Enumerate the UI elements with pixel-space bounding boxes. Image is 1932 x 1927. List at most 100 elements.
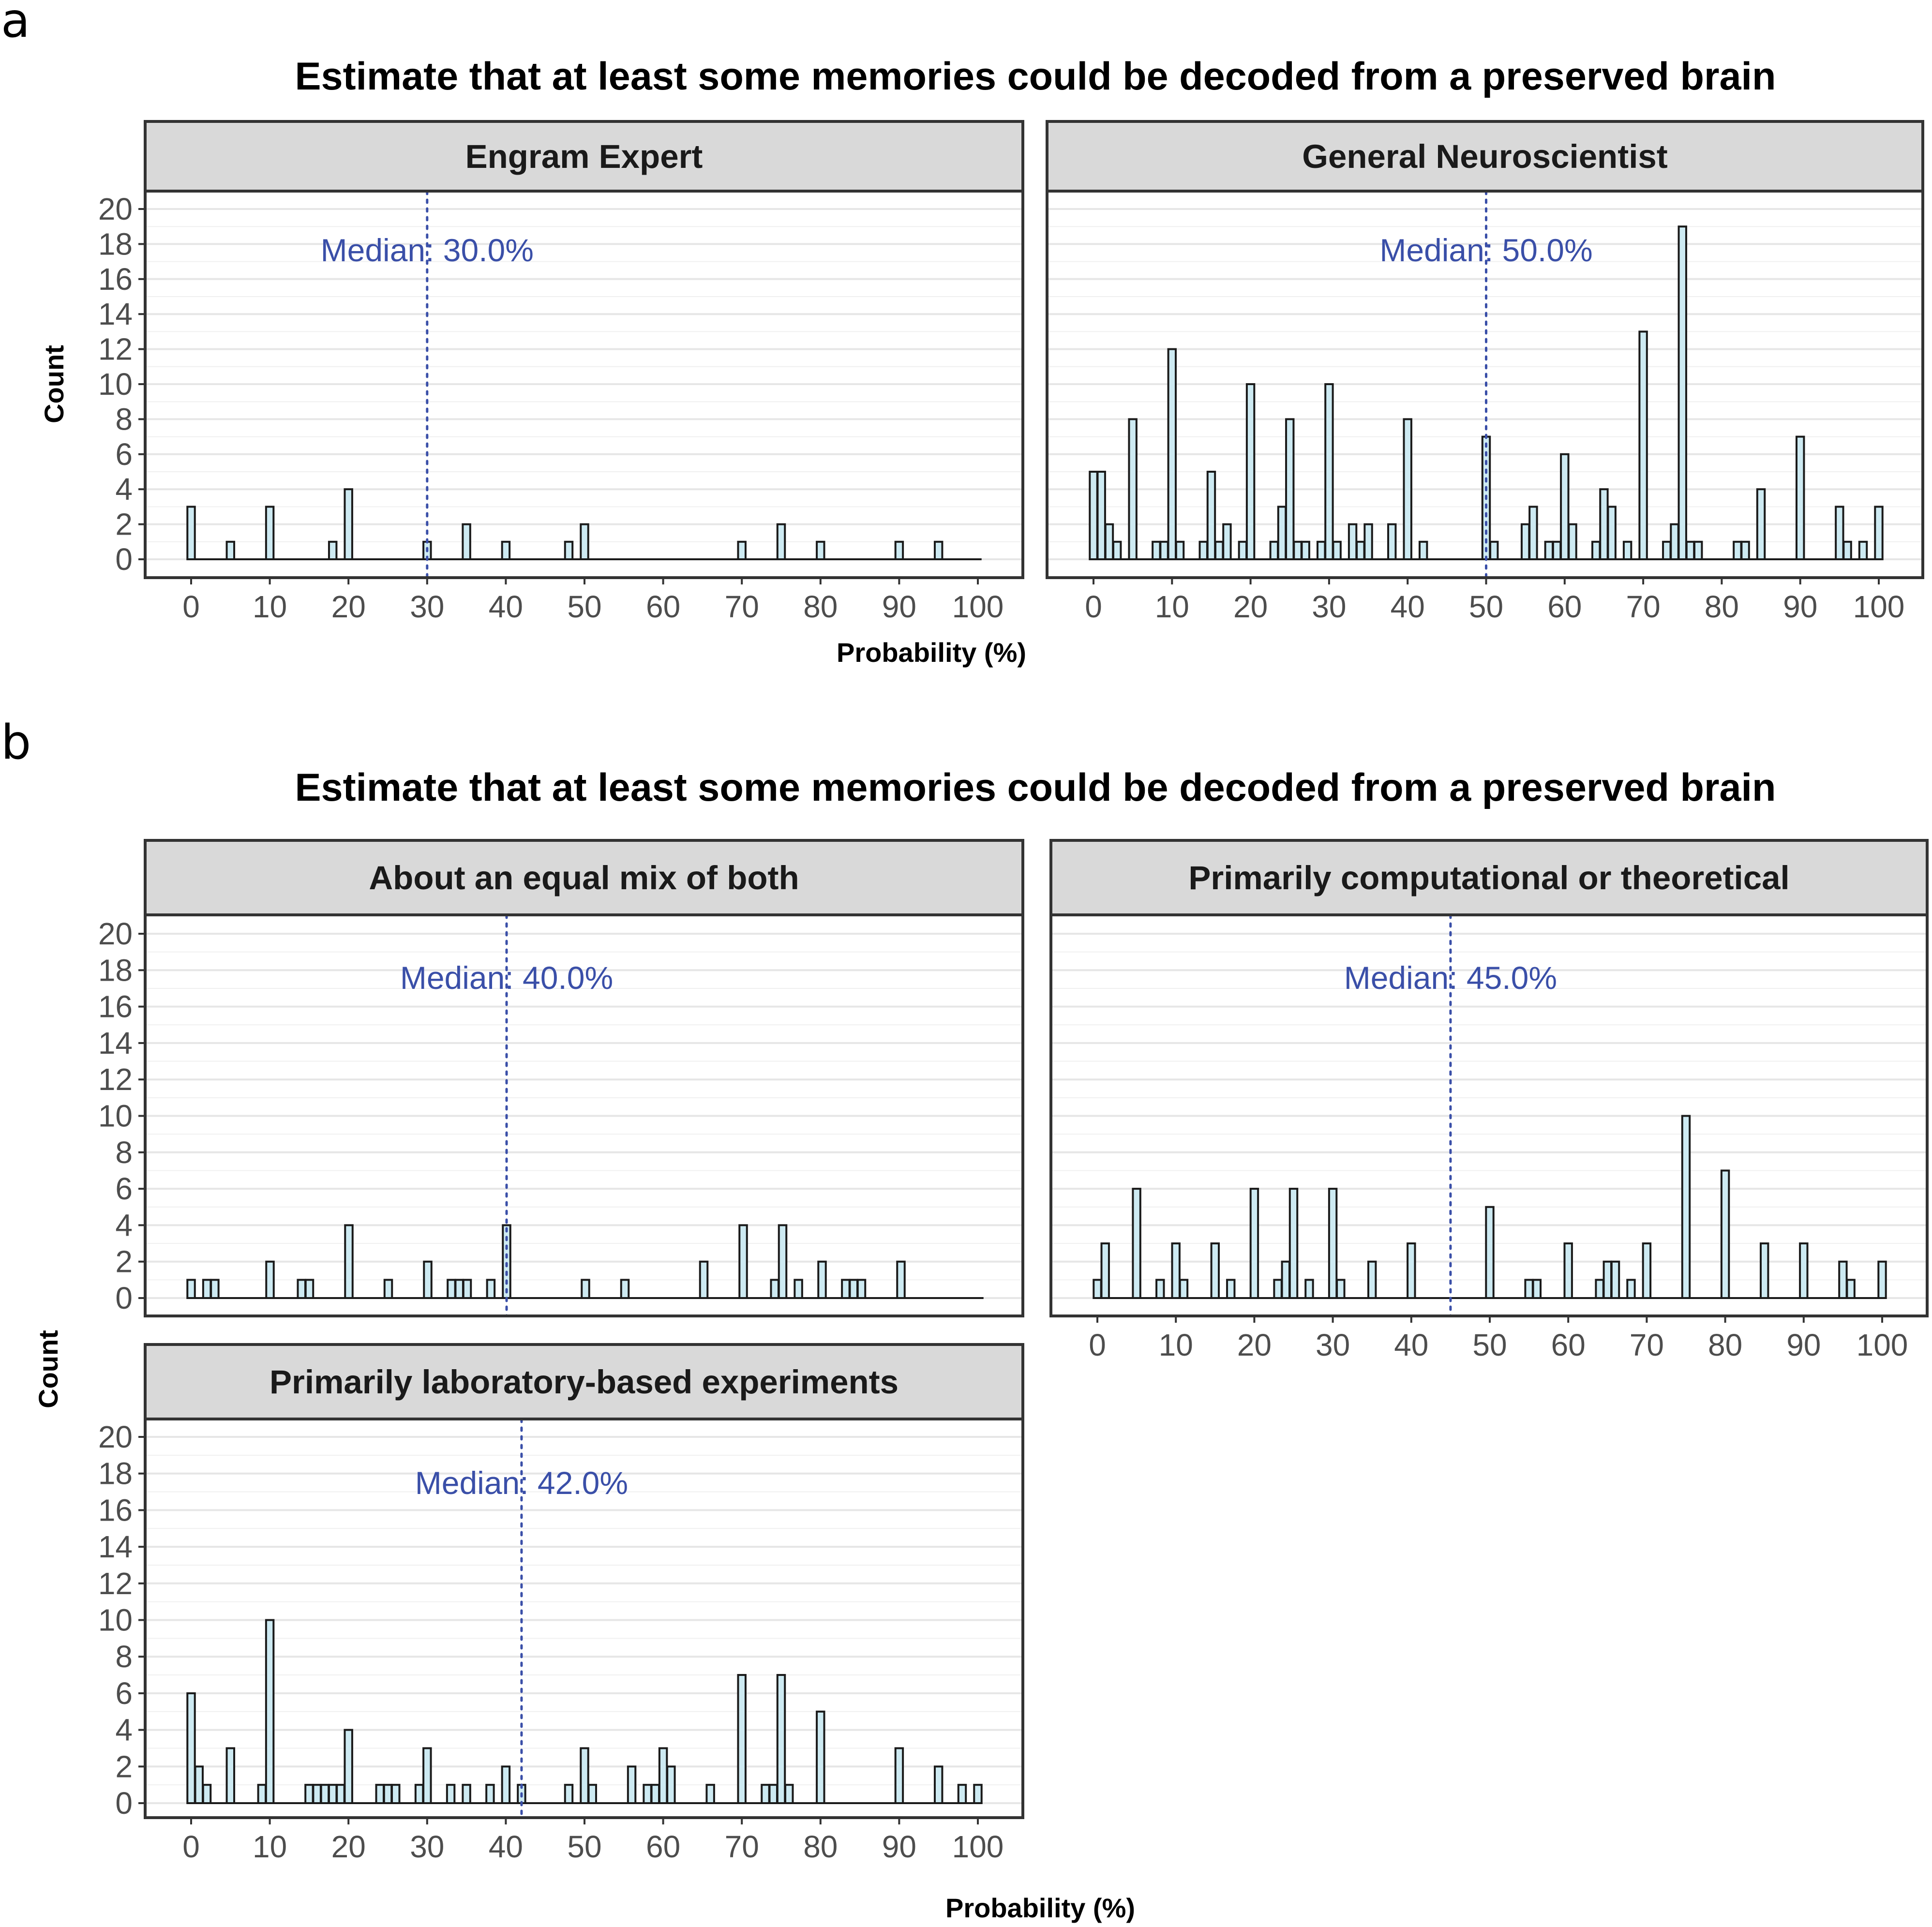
y-tick-label: 4 [115,1713,133,1748]
y-tick-label: 20 [98,1419,133,1454]
y-tick-label: 16 [98,1493,133,1527]
y-tick-label: 6 [115,1171,133,1206]
x-tick-label: 80 [803,1829,838,1864]
histogram-bar [737,540,747,561]
histogram-bar [1733,540,1742,561]
x-tick-label: 30 [1312,589,1346,624]
histogram-bar [485,1784,495,1804]
histogram-bar [1603,1260,1613,1299]
histogram-bar [933,1765,944,1805]
panel-b-letter: b [1,715,31,770]
histogram-bar [1838,1260,1848,1299]
histogram-bar [1874,506,1884,561]
histogram-bar [1175,540,1185,561]
y-tick-label: 0 [115,1281,133,1315]
histogram-bar [1685,540,1695,561]
x-tick-label: 80 [803,589,838,624]
histogram-bar [194,1765,204,1805]
histogram-bar [257,1784,267,1804]
histogram-bar [1112,540,1122,561]
histogram-bar [1595,1279,1604,1300]
histogram-bar [1693,540,1703,561]
histogram-bar [462,1784,471,1804]
histogram-bar [816,540,825,561]
histogram-bar [1171,1242,1181,1300]
histogram-bar [1104,523,1114,560]
x-tick-label: 0 [182,1829,200,1864]
x-tick-label: 100 [1857,1328,1908,1362]
histogram-bar [1159,540,1169,561]
y-tick-label: 6 [115,1676,133,1711]
histogram-bar [658,1747,668,1804]
y-tick-label: 6 [115,437,133,472]
y-tick-label: 10 [98,367,133,402]
histogram-bar [1316,540,1326,561]
y-tick-label: 16 [98,262,133,297]
facet-equal-mix: Median: 40.0% About an equal mix of both 0… [98,839,1024,1317]
histogram-bar [344,1729,353,1805]
y-tick-label: 8 [115,1135,133,1170]
histogram-bar [933,540,944,561]
histogram-bar [1489,540,1499,561]
histogram-bar [1273,1279,1283,1300]
histogram-bar [1532,1279,1542,1300]
histogram-bar [1544,540,1554,561]
histogram-bar [776,523,786,560]
histogram-bar [186,1692,196,1804]
histogram-bar [202,1279,212,1300]
y-tick-label: 8 [115,402,133,436]
x-tick-label: 100 [952,1829,1004,1864]
histogram-bar [1096,471,1106,560]
y-tick-label: 8 [115,1639,133,1674]
histogram-bar [501,540,511,561]
x-tick-label: 90 [1783,589,1817,624]
histogram-bar [1356,540,1365,561]
histogram-bar [1222,523,1232,560]
histogram-bar [587,1784,597,1804]
x-tick-label: 40 [1391,589,1425,624]
x-tick-label: 10 [253,589,287,624]
x-tick-label: 0 [182,589,200,624]
histogram-bar [1877,1260,1887,1299]
histogram-bar [1842,540,1852,561]
histogram-bar [1607,506,1617,561]
histogram-bar [454,1279,464,1300]
histogram-bar [414,1784,424,1804]
histogram-bar [581,1279,590,1300]
histogram-bar [1835,506,1844,561]
histogram-bar [186,506,196,561]
histogram-bar [699,1260,709,1299]
histogram-bar [776,1674,786,1805]
histogram-bar [265,1619,275,1804]
y-tick-label: 12 [98,1566,133,1601]
facet-engram-expert: Median: 30.0%Engram Expert02468101214161… [98,120,1024,624]
y-tick-label: 2 [115,1244,133,1279]
histogram-bar [1638,330,1648,561]
histogram-bar [1198,540,1208,561]
histogram-bar [1403,418,1412,561]
median-label: Median: 42.0% [415,1465,628,1501]
histogram-bar [1552,540,1562,561]
panel-a-y-axis-title: Count [39,345,69,423]
facet-strip [144,120,1024,193]
y-tick-label: 2 [115,507,133,542]
histogram-bar [336,1784,345,1804]
histogram-bar [312,1784,322,1804]
y-tick-label: 4 [115,1208,133,1242]
histogram-bar [1642,1242,1652,1300]
histogram-bar [1681,1115,1691,1299]
histogram-bar [1795,435,1805,560]
histogram-bar [447,1279,456,1300]
histogram-bar [761,1784,770,1804]
histogram-bar [1740,540,1750,561]
histogram-bar [564,540,574,561]
histogram-bar [1155,1279,1165,1300]
facet-laboratory: Median: 42.0% Primarily laboratory-based … [98,1343,1024,1864]
x-tick-label: 0 [1089,1328,1106,1362]
y-tick-label: 18 [98,953,133,987]
histogram-bar [446,1784,456,1804]
y-tick-label: 14 [98,1529,133,1564]
histogram-bar [1520,523,1530,560]
x-tick-label: 60 [646,1829,680,1864]
